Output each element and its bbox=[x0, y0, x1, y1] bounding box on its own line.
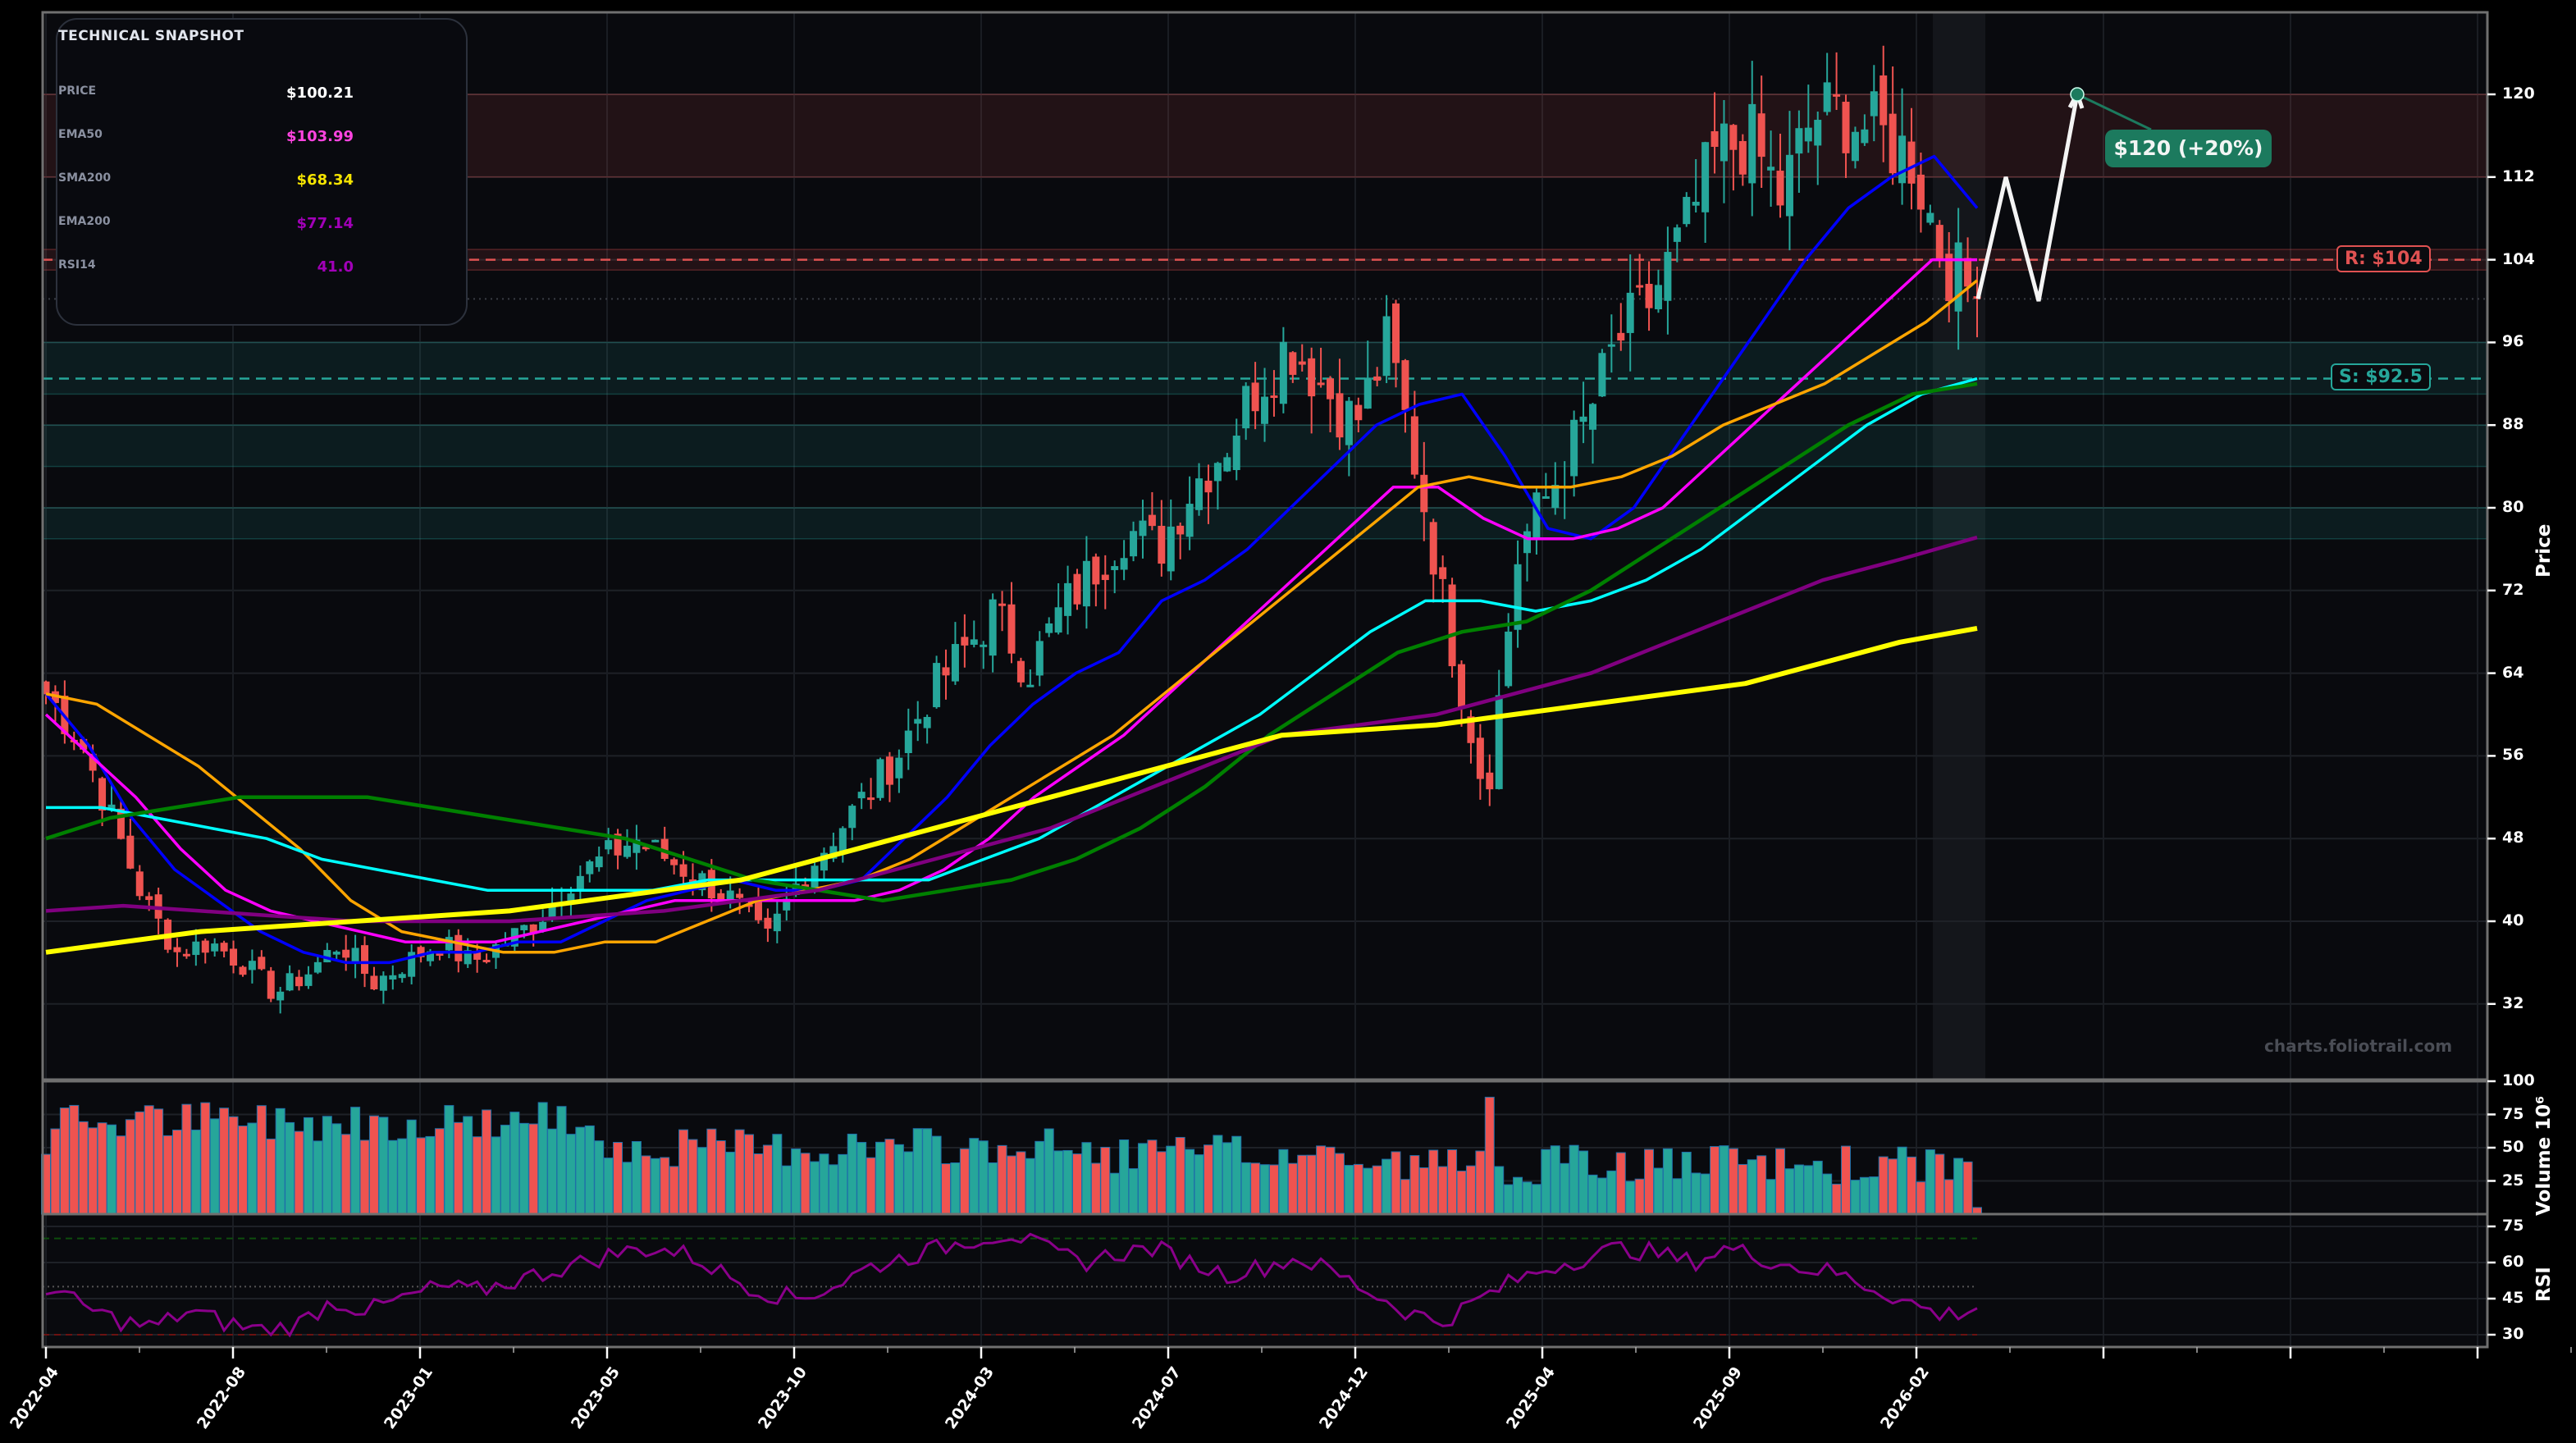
y-tick-label: 100 bbox=[2502, 1071, 2535, 1089]
snapshot-row-ema200: EMA200 $77.14 bbox=[58, 215, 354, 235]
y-tick-label: 80 bbox=[2502, 498, 2524, 516]
y-tick-label: 25 bbox=[2502, 1171, 2524, 1190]
volume-axis-label: Volume 10⁶ bbox=[2533, 1095, 2555, 1216]
y-tick-label: 45 bbox=[2502, 1289, 2524, 1307]
y-tick-label: 72 bbox=[2502, 580, 2524, 599]
snapshot-row-price: PRICE $100.21 bbox=[58, 84, 354, 104]
y-tick-label: 75 bbox=[2502, 1104, 2524, 1123]
y-tick-label: 60 bbox=[2502, 1253, 2524, 1271]
y-tick-label: 96 bbox=[2502, 332, 2524, 351]
snapshot-value: $100.21 bbox=[286, 84, 354, 102]
y-tick-label: 48 bbox=[2502, 829, 2524, 847]
snapshot-label: RSI14 bbox=[58, 258, 96, 272]
y-tick-label: 88 bbox=[2502, 415, 2524, 434]
rsi-axis-label: RSI bbox=[2533, 1267, 2555, 1302]
y-tick-label: 75 bbox=[2502, 1217, 2524, 1235]
snapshot-title: TECHNICAL SNAPSHOT bbox=[58, 28, 244, 44]
resistance-label: R: $104 bbox=[2336, 245, 2431, 272]
snapshot-label: EMA200 bbox=[58, 215, 111, 228]
snapshot-label: EMA50 bbox=[58, 128, 103, 141]
y-tick-label: 64 bbox=[2502, 663, 2524, 682]
snapshot-label: SMA200 bbox=[58, 171, 112, 185]
snapshot-row-ema50: EMA50 $103.99 bbox=[58, 128, 354, 148]
y-tick-label: 32 bbox=[2502, 993, 2524, 1012]
y-tick-label: 120 bbox=[2502, 84, 2535, 103]
y-tick-label: 56 bbox=[2502, 746, 2524, 765]
y-tick-label: 30 bbox=[2502, 1325, 2524, 1343]
snapshot-value: 41.0 bbox=[317, 258, 354, 276]
support-label: S: $92.5 bbox=[2331, 363, 2431, 390]
snapshot-value: $103.99 bbox=[286, 128, 354, 145]
technical-snapshot-panel bbox=[56, 18, 468, 326]
y-tick-label: 50 bbox=[2502, 1138, 2524, 1156]
price-axis-label: Price bbox=[2533, 523, 2555, 578]
snapshot-value: $68.34 bbox=[296, 171, 354, 189]
y-tick-label: 104 bbox=[2502, 249, 2535, 268]
watermark: charts.foliotrail.com bbox=[2264, 1036, 2453, 1056]
target-label: $120 (+20%) bbox=[2105, 130, 2272, 167]
snapshot-row-sma200: SMA200 $68.34 bbox=[58, 171, 354, 191]
snapshot-label: PRICE bbox=[58, 84, 97, 98]
snapshot-value: $77.14 bbox=[296, 215, 354, 232]
y-tick-label: 40 bbox=[2502, 911, 2524, 929]
y-tick-label: 112 bbox=[2502, 167, 2535, 185]
snapshot-row-rsi14: RSI14 41.0 bbox=[58, 258, 354, 278]
